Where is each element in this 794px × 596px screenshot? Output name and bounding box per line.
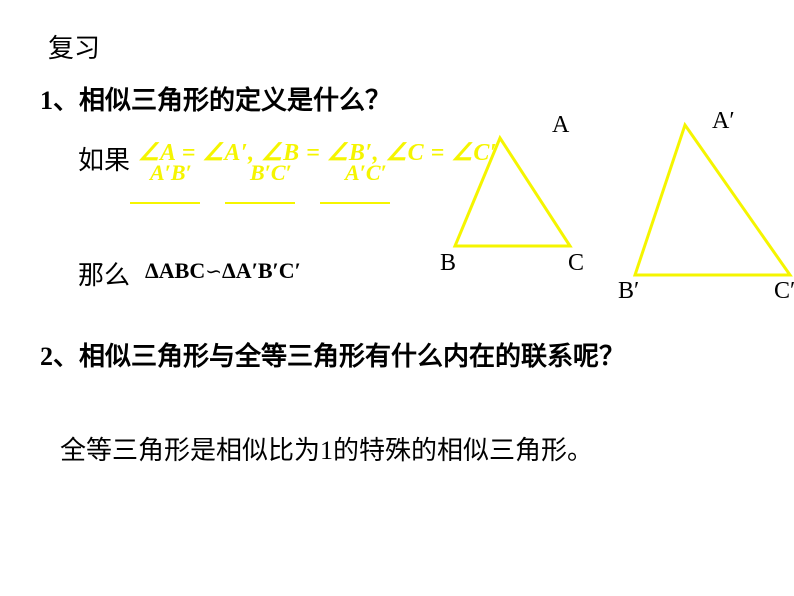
q1-conclusion: ΔABC∽ΔA′B′C′: [145, 258, 301, 285]
underline-3: [320, 202, 390, 204]
delta-aprime: ΔA′B′C′: [222, 258, 301, 283]
similar-symbol: ∽: [205, 261, 222, 283]
underline-2: [225, 202, 295, 204]
question-2: 2、相似三角形与全等三角形有什么内在的联系呢？: [40, 336, 625, 373]
ratio-2: B′C′: [250, 160, 292, 186]
triangle-small-shape: [455, 138, 570, 246]
label-Bprime: B′: [618, 278, 639, 305]
question-1: 1、相似三角形的定义是什么？: [40, 80, 391, 117]
answer-2: 全等三角形是相似比为1的特殊的相似三角形。: [60, 430, 593, 467]
then-label: 那么: [78, 255, 130, 292]
label-Aprime: A′: [712, 108, 735, 135]
label-B: B: [440, 250, 456, 277]
label-C: C: [568, 250, 584, 277]
if-label: 如果: [78, 140, 130, 177]
delta-abc: ΔABC: [145, 258, 205, 283]
ratio-1: A′B′: [150, 160, 192, 186]
triangle-large-shape: [635, 125, 790, 275]
ratio-3: A′C′: [345, 160, 387, 186]
section-title: 复习: [48, 28, 100, 65]
triangle-small: [450, 128, 580, 258]
label-A: A: [552, 112, 569, 139]
triangle-large: [630, 120, 794, 285]
underline-1: [130, 202, 200, 204]
label-Cprime: C′: [774, 278, 794, 305]
